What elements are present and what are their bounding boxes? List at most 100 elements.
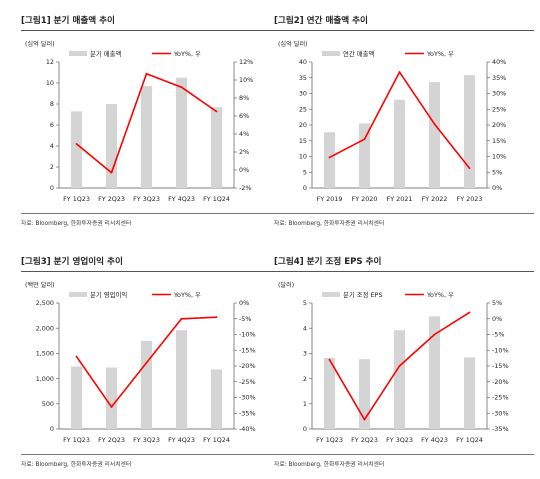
yoy-point xyxy=(215,110,218,113)
left-tick-label: 0 xyxy=(303,425,307,433)
legend-label-line: YoY%, 우 xyxy=(173,291,201,299)
yoy-point xyxy=(433,123,436,125)
bar xyxy=(323,132,336,188)
right-tick-label: 15% xyxy=(492,137,506,145)
yoy-point xyxy=(75,143,78,145)
chart-title: [그림1] 분기 매출액 추이 xyxy=(21,16,115,26)
right-tick-label: 12% xyxy=(239,58,253,66)
x-tick-label: FY 2Q23 xyxy=(351,436,378,444)
bottom-rule xyxy=(21,213,281,214)
yoy-point xyxy=(145,72,148,75)
left-tick-label: 0 xyxy=(50,425,54,433)
yoy-point xyxy=(468,311,471,314)
bar xyxy=(323,357,336,429)
right-tick-label: 2% xyxy=(239,148,249,156)
x-tick-label: FY 4Q23 xyxy=(168,436,195,444)
x-tick-label: FY 3Q23 xyxy=(133,436,160,444)
x-tick-label: FY 1Q24 xyxy=(456,436,483,444)
right-tick-label: -35% xyxy=(239,409,256,417)
left-tick-label: 2,500 xyxy=(36,299,54,307)
right-tick-label: -20% xyxy=(492,378,509,386)
bar xyxy=(70,111,83,188)
left-tick-label: 3 xyxy=(303,350,307,358)
yoy-point xyxy=(180,86,183,89)
legend-label-line: YoY%, 우 xyxy=(173,50,201,58)
right-tick-label: -20% xyxy=(239,362,256,370)
left-tick-label: 30 xyxy=(299,90,307,98)
left-tick-label: 1,500 xyxy=(36,350,54,358)
chart-panel-3: [그림3] 분기 영업이익 추이 (백만 달러) 0 500 1,000 1,500 2,… xyxy=(21,241,291,479)
yoy-point xyxy=(328,156,331,159)
x-tick-label: FY 2022 xyxy=(422,195,448,203)
bar xyxy=(393,330,406,429)
chart-title: [그림3] 분기 영업이익 추이 xyxy=(21,257,123,267)
combo-chart: (백만 달러) 0 500 1,000 1,500 2,000 2,500 -40% -35% -… xyxy=(25,281,256,444)
chart-panel-1: [그림1] 분기 매출액 추이 (십억 달러) 0 2 4 6 8 10 12 -2% 0% 2% 4… xyxy=(21,0,291,238)
bar xyxy=(105,104,118,188)
bottom-rule xyxy=(274,213,534,214)
chart-panel-4: [그림4] 분기 조정 EPS 추이 (달러) 0 1 2 3 4 5 -35% -30% -25… xyxy=(274,241,540,479)
right-tick-label: 5% xyxy=(492,168,502,176)
yoy-point xyxy=(363,418,366,421)
legend-swatch-bar xyxy=(69,51,87,56)
source-note: 자료: Bloomberg, 한화투자증권 리서치센터 xyxy=(21,221,132,227)
right-tick-label: -25% xyxy=(239,378,256,386)
left-tick-label: 5 xyxy=(303,168,307,176)
legend-label-bar: 분기 매출액 xyxy=(90,49,122,58)
legend-label-bar: 연간 매출액 xyxy=(343,49,375,58)
bar xyxy=(428,316,441,429)
chart-title: [그림4] 분기 조정 EPS 추이 xyxy=(274,257,382,267)
bar xyxy=(463,75,476,188)
left-tick-label: 1,000 xyxy=(36,375,54,383)
y-axis-unit-label: (십억 달러) xyxy=(25,40,55,48)
left-tick-label: 4 xyxy=(303,324,307,332)
right-tick-label: 4% xyxy=(239,130,249,138)
yoy-point xyxy=(180,317,183,320)
right-tick-label: -30% xyxy=(239,394,256,402)
legend-swatch-bar xyxy=(69,292,87,297)
left-tick-label: 500 xyxy=(42,400,54,408)
left-tick-label: 15 xyxy=(299,137,307,145)
x-tick-label: FY 2021 xyxy=(387,195,413,203)
left-tick-label: 20 xyxy=(299,121,307,129)
x-tick-label: FY 3Q23 xyxy=(386,436,413,444)
yoy-point xyxy=(110,406,113,408)
left-tick-label: 6 xyxy=(50,121,54,129)
bar xyxy=(70,366,83,429)
legend-label-line: YoY%, 우 xyxy=(426,50,454,58)
source-note: 자료: Bloomberg, 한화투자증권 리서치센터 xyxy=(274,221,385,227)
right-tick-label: -15% xyxy=(239,346,256,354)
title-rule xyxy=(274,271,534,272)
bar xyxy=(175,330,188,429)
right-tick-label: 8% xyxy=(239,94,249,102)
source-note: 자료: Bloomberg, 한화투자증권 리서치센터 xyxy=(21,462,132,468)
right-tick-label: -2% xyxy=(239,184,251,192)
combo-chart: (달러) 0 1 2 3 4 5 -35% -30% -25% -20% -15% -10% -5% 0% 5… xyxy=(278,281,509,444)
bar xyxy=(358,123,371,188)
bar xyxy=(210,107,223,188)
title-rule xyxy=(274,30,534,31)
legend-swatch-bar xyxy=(322,292,340,297)
right-tick-label: -5% xyxy=(492,331,504,339)
right-tick-label: 0% xyxy=(492,315,502,323)
source-note: 자료: Bloomberg, 한화투자증권 리서치센터 xyxy=(274,462,385,468)
x-tick-label: FY 3Q23 xyxy=(133,195,160,203)
chart-title: [그림2] 연간 매출액 추이 xyxy=(274,16,368,26)
y-axis-unit-label: (십억 달러) xyxy=(278,40,308,48)
right-tick-label: 5% xyxy=(492,299,502,307)
right-tick-label: 40% xyxy=(492,58,506,66)
x-tick-label: FY 1Q24 xyxy=(203,436,230,444)
x-tick-label: FY 1Q24 xyxy=(203,195,230,203)
yoy-point xyxy=(145,361,148,364)
bar xyxy=(140,86,153,188)
yoy-point xyxy=(75,355,78,358)
right-tick-label: 0% xyxy=(492,184,502,192)
right-tick-label: -15% xyxy=(492,362,509,370)
bar xyxy=(175,77,188,188)
bar xyxy=(210,369,223,429)
yoy-point xyxy=(215,316,218,319)
bottom-rule xyxy=(274,454,534,455)
x-tick-label: FY 2Q23 xyxy=(98,436,125,444)
y-axis-unit-label: (백만 달러) xyxy=(25,281,55,289)
yoy-point xyxy=(398,71,401,73)
